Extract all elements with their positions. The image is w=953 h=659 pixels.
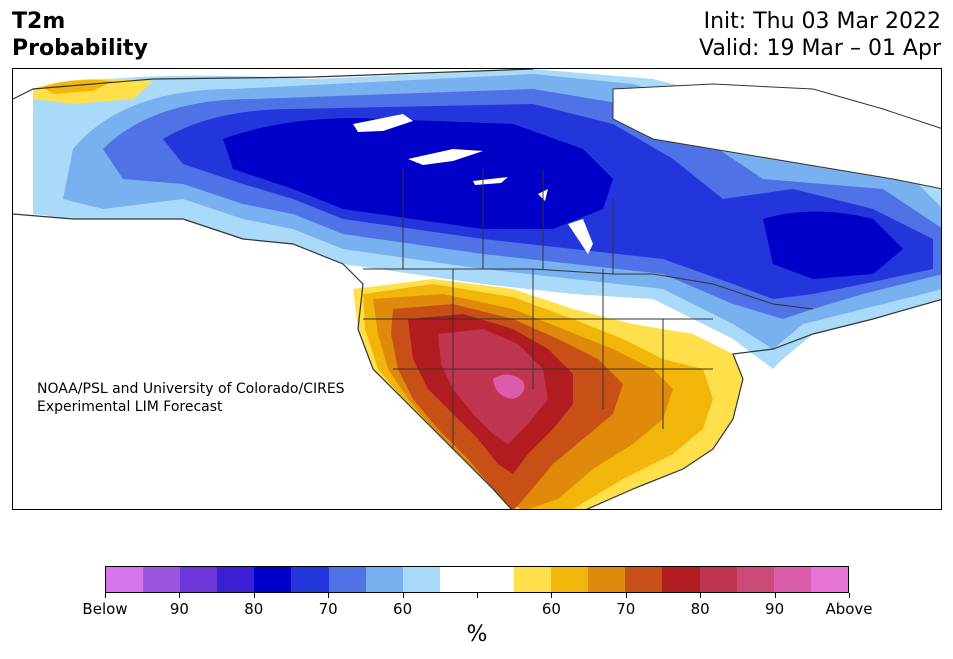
colorbar-tick-label: 90 xyxy=(169,600,189,618)
colorbar-tick xyxy=(253,593,255,598)
colorbar-tick xyxy=(179,593,181,598)
title-variable: T2m xyxy=(12,9,66,34)
colorbar-tick-label: 80 xyxy=(244,600,264,618)
colorbar-tick xyxy=(849,593,850,598)
init-date: Init: Thu 03 Mar 2022 xyxy=(703,9,941,34)
colorbar-segment xyxy=(328,567,366,592)
colorbar-center-tick xyxy=(477,593,478,598)
map-title: T2m Probability xyxy=(12,8,148,62)
colorbar-tick xyxy=(700,593,702,598)
colorbar-tick-label: 90 xyxy=(765,600,785,618)
colorbar-segment xyxy=(514,567,552,592)
colorbar-segment xyxy=(143,567,181,592)
below-80-region-east xyxy=(763,211,903,279)
colorbar-segment xyxy=(736,567,774,592)
colorbar-unit: % xyxy=(466,622,488,647)
lake-athabasca xyxy=(473,177,508,185)
above-85-region xyxy=(438,329,548,444)
colorbar-ticks xyxy=(105,593,850,601)
credit-text: NOAA/PSL and University of Colorado/CIRE… xyxy=(37,380,345,416)
great-bear-lake xyxy=(353,114,413,132)
colorbar-segment xyxy=(402,567,440,592)
colorbar-segment xyxy=(588,567,626,592)
colorbar-segment xyxy=(439,567,477,592)
greenland xyxy=(612,83,941,190)
valid-range: Valid: 19 Mar – 01 Apr xyxy=(699,36,941,61)
credit-line-2: Experimental LIM Forecast xyxy=(37,399,223,415)
political-borders xyxy=(363,169,814,449)
colorbar xyxy=(105,566,849,593)
colorbar-segment xyxy=(291,567,329,592)
probability-map xyxy=(13,69,941,509)
title-type: Probability xyxy=(12,36,148,61)
colorbar-segment xyxy=(217,567,255,592)
colorbar-segment xyxy=(365,567,403,592)
lake-winnipeg xyxy=(568,219,593,254)
colorbar-tick-label: Above xyxy=(825,600,873,618)
colorbar-segment xyxy=(106,567,144,592)
colorbar-segment xyxy=(551,567,589,592)
colorbar-tick xyxy=(402,593,404,598)
colorbar-tick-label: 80 xyxy=(690,600,710,618)
colorbar-tick xyxy=(328,593,330,598)
colorbar-segment xyxy=(625,567,663,592)
colorbar-segment xyxy=(662,567,700,592)
colorbar-tick xyxy=(625,593,627,598)
colorbar-tick-label: 70 xyxy=(616,600,636,618)
colorbar-segment xyxy=(773,567,811,592)
colorbar-segment xyxy=(810,567,848,592)
forecast-dates: Init: Thu 03 Mar 2022 Valid: 19 Mar – 01… xyxy=(699,8,941,62)
colorbar-tick-label: 60 xyxy=(541,600,561,618)
colorbar-tick xyxy=(774,593,776,598)
credit-line-1: NOAA/PSL and University of Colorado/CIRE… xyxy=(37,381,345,397)
colorbar-tick-label: Below xyxy=(82,600,128,618)
colorbar-segment xyxy=(476,567,515,592)
colorbar-segment xyxy=(699,567,737,592)
colorbar-segment xyxy=(180,567,218,592)
above-90-region xyxy=(493,374,525,399)
colorbar-tick xyxy=(551,593,553,598)
coastline xyxy=(13,69,941,509)
great-slave-lake xyxy=(408,149,483,165)
colorbar-tick xyxy=(105,593,106,598)
colorbar-segment xyxy=(254,567,292,592)
colorbar-tick-label: 60 xyxy=(393,600,413,618)
map-panel xyxy=(12,68,942,510)
colorbar-tick-label: 70 xyxy=(318,600,338,618)
below-80-region xyxy=(223,118,613,229)
